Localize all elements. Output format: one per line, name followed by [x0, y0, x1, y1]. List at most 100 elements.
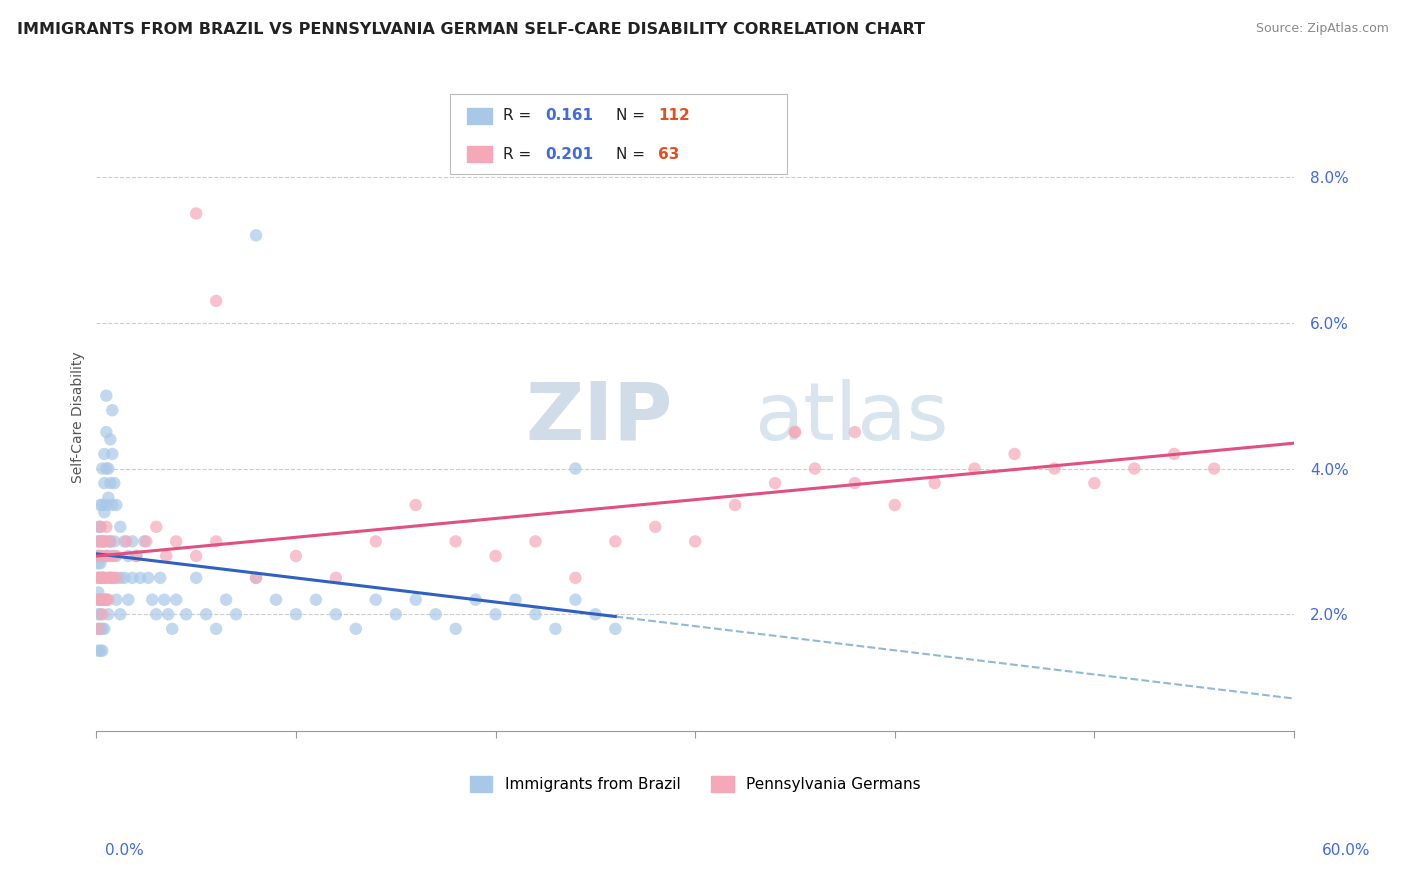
Point: [444, 534, 467, 549]
Point: [97, 592, 120, 607]
Point: [98, 476, 121, 491]
Text: N =: N =: [616, 109, 645, 123]
Point: [405, 592, 427, 607]
Text: 112: 112: [658, 109, 690, 123]
Y-axis label: Self-Care Disability: Self-Care Disability: [72, 351, 86, 483]
Point: [97, 534, 120, 549]
Point: [115, 534, 138, 549]
Point: [89, 622, 111, 636]
Point: [1004, 447, 1026, 461]
Point: [91, 498, 114, 512]
Point: [87, 549, 110, 563]
Text: 0.0%: 0.0%: [105, 843, 145, 858]
Point: [101, 571, 124, 585]
Point: [93, 534, 115, 549]
Point: [205, 534, 228, 549]
Point: [245, 571, 267, 585]
Point: [87, 534, 110, 549]
Point: [110, 520, 132, 534]
Point: [157, 607, 180, 622]
Point: [89, 549, 111, 563]
Point: [804, 461, 827, 475]
Point: [105, 571, 128, 585]
Point: [305, 592, 328, 607]
Point: [89, 520, 111, 534]
Point: [484, 549, 506, 563]
Point: [225, 607, 247, 622]
Point: [91, 549, 114, 563]
Point: [644, 520, 666, 534]
Point: [98, 534, 121, 549]
Point: [89, 549, 111, 563]
Point: [89, 643, 111, 657]
Point: [105, 592, 128, 607]
Point: [101, 447, 124, 461]
Text: 63: 63: [658, 147, 679, 161]
Point: [763, 476, 786, 491]
Point: [121, 571, 143, 585]
Point: [87, 643, 110, 657]
Text: Source: ZipAtlas.com: Source: ZipAtlas.com: [1256, 22, 1389, 36]
Point: [564, 571, 586, 585]
Point: [195, 607, 218, 622]
Point: [405, 498, 427, 512]
Point: [683, 534, 706, 549]
Point: [1163, 447, 1185, 461]
Point: [97, 549, 120, 563]
Point: [96, 520, 118, 534]
Point: [284, 607, 307, 622]
Point: [91, 571, 114, 585]
Point: [524, 607, 547, 622]
Point: [524, 534, 547, 549]
Point: [564, 461, 586, 475]
Point: [165, 534, 187, 549]
Point: [284, 549, 307, 563]
Point: [110, 607, 132, 622]
Point: [98, 571, 121, 585]
Point: [125, 549, 148, 563]
Point: [96, 498, 118, 512]
Point: [205, 622, 228, 636]
Point: [153, 592, 176, 607]
Point: [1123, 461, 1146, 475]
Point: [87, 571, 110, 585]
Point: [425, 607, 447, 622]
Point: [89, 571, 111, 585]
Point: [89, 571, 111, 585]
Point: [89, 534, 111, 549]
Point: [384, 607, 406, 622]
Point: [87, 592, 110, 607]
Point: [134, 534, 156, 549]
Point: [125, 549, 148, 563]
Point: [605, 622, 627, 636]
Point: [844, 476, 866, 491]
Point: [91, 534, 114, 549]
Point: [136, 571, 159, 585]
Point: [93, 505, 115, 519]
Text: IMMIGRANTS FROM BRAZIL VS PENNSYLVANIA GERMAN SELF-CARE DISABILITY CORRELATION C: IMMIGRANTS FROM BRAZIL VS PENNSYLVANIA G…: [17, 22, 925, 37]
Point: [155, 549, 177, 563]
Point: [91, 643, 114, 657]
Point: [135, 534, 157, 549]
Point: [96, 549, 118, 563]
Point: [325, 607, 347, 622]
Point: [186, 206, 208, 220]
Point: [505, 592, 527, 607]
Point: [464, 592, 486, 607]
Point: [93, 534, 115, 549]
Point: [87, 549, 110, 563]
Point: [89, 607, 111, 622]
Point: [145, 607, 167, 622]
Text: 0.161: 0.161: [546, 109, 593, 123]
Point: [245, 228, 267, 243]
Point: [215, 592, 238, 607]
Point: [87, 607, 110, 622]
Point: [364, 592, 387, 607]
Text: R =: R =: [503, 147, 531, 161]
Point: [103, 571, 125, 585]
Point: [97, 607, 120, 622]
Point: [264, 592, 287, 607]
Point: [96, 549, 118, 563]
Point: [129, 571, 152, 585]
Point: [96, 389, 118, 403]
